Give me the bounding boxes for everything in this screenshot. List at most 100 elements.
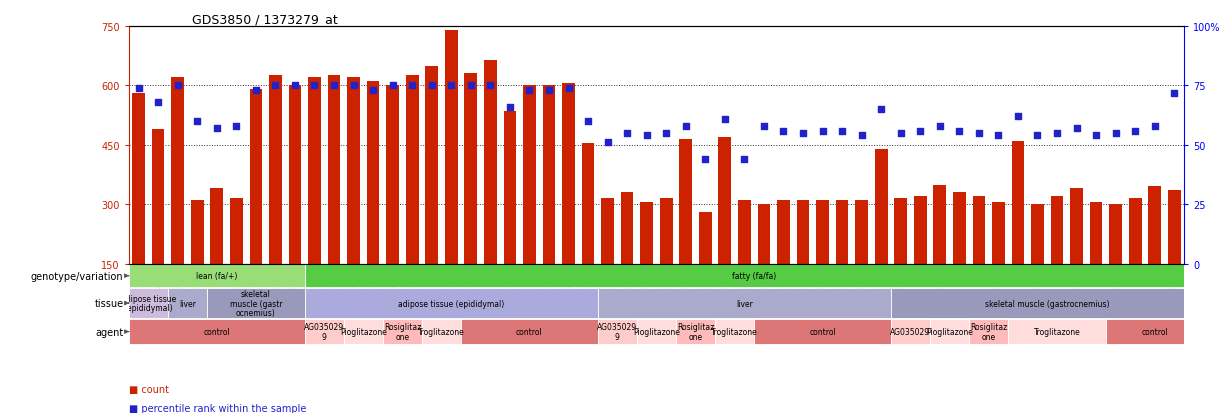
Point bbox=[696, 157, 715, 163]
Point bbox=[871, 107, 891, 113]
Point bbox=[539, 88, 558, 94]
Bar bbox=[383, 319, 422, 344]
Point bbox=[1164, 90, 1184, 97]
Point bbox=[227, 123, 247, 130]
Bar bbox=[269, 76, 282, 264]
Text: Pioglitazone: Pioglitazone bbox=[926, 328, 973, 336]
Bar bbox=[598, 319, 637, 344]
Bar bbox=[796, 201, 810, 264]
Point bbox=[1145, 123, 1164, 130]
Bar bbox=[426, 66, 438, 264]
Point bbox=[1028, 133, 1048, 139]
Bar bbox=[719, 138, 731, 264]
Bar bbox=[1009, 319, 1106, 344]
Point bbox=[324, 83, 344, 90]
Point bbox=[402, 83, 422, 90]
Point bbox=[832, 128, 852, 135]
Point bbox=[812, 128, 832, 135]
Bar bbox=[973, 197, 985, 264]
Text: skeletal muscle (gastrocnemius): skeletal muscle (gastrocnemius) bbox=[985, 299, 1109, 308]
Bar bbox=[387, 86, 399, 264]
Bar bbox=[129, 319, 304, 344]
Point bbox=[168, 83, 188, 90]
Point bbox=[1106, 131, 1125, 137]
Bar bbox=[406, 76, 418, 264]
Point bbox=[930, 123, 950, 130]
Point bbox=[344, 83, 363, 90]
Point bbox=[129, 85, 148, 92]
Bar bbox=[598, 289, 891, 318]
Point bbox=[1009, 114, 1028, 120]
Point bbox=[656, 131, 676, 137]
Text: lean (fa/+): lean (fa/+) bbox=[196, 271, 238, 280]
Bar bbox=[891, 289, 1204, 318]
Point bbox=[558, 85, 578, 92]
Point bbox=[578, 119, 598, 125]
Text: ■ percentile rank within the sample: ■ percentile rank within the sample bbox=[129, 403, 307, 413]
Point bbox=[461, 83, 481, 90]
Text: Pioglitazone: Pioglitazone bbox=[340, 328, 387, 336]
Text: control: control bbox=[1141, 328, 1168, 336]
Point bbox=[617, 131, 637, 137]
Text: control: control bbox=[809, 328, 836, 336]
Point bbox=[1066, 126, 1086, 132]
Bar bbox=[367, 82, 379, 264]
Bar bbox=[1050, 197, 1064, 264]
Bar bbox=[191, 201, 204, 264]
Point bbox=[715, 116, 735, 123]
Bar bbox=[993, 203, 1005, 264]
Text: liver: liver bbox=[736, 299, 753, 308]
Bar bbox=[875, 150, 887, 264]
Text: Troglitazone: Troglitazone bbox=[418, 328, 465, 336]
Text: fatty (fa/fa): fatty (fa/fa) bbox=[733, 271, 777, 280]
Text: tissue: tissue bbox=[94, 298, 124, 309]
Point bbox=[1125, 128, 1145, 135]
Point bbox=[676, 123, 696, 130]
Bar bbox=[129, 289, 168, 318]
Bar bbox=[640, 203, 653, 264]
Bar bbox=[621, 193, 633, 264]
Point bbox=[637, 133, 656, 139]
Bar bbox=[249, 90, 263, 264]
Bar bbox=[1090, 203, 1103, 264]
Text: GDS3850 / 1373279_at: GDS3850 / 1373279_at bbox=[193, 13, 337, 26]
Text: agent: agent bbox=[96, 327, 124, 337]
Bar bbox=[1031, 205, 1044, 264]
Point bbox=[422, 83, 442, 90]
Point bbox=[969, 131, 989, 137]
Bar bbox=[601, 199, 614, 264]
Point bbox=[1047, 131, 1066, 137]
Text: Troglitazone: Troglitazone bbox=[1033, 328, 1081, 336]
Bar bbox=[422, 319, 461, 344]
Bar bbox=[836, 201, 848, 264]
Text: ■ count: ■ count bbox=[129, 384, 169, 394]
Point bbox=[989, 133, 1009, 139]
Bar bbox=[523, 86, 536, 264]
Bar bbox=[503, 112, 517, 264]
Point bbox=[148, 100, 168, 106]
Bar bbox=[699, 213, 712, 264]
Bar bbox=[304, 319, 344, 344]
Point bbox=[1086, 133, 1106, 139]
Bar bbox=[1106, 319, 1204, 344]
Bar bbox=[445, 31, 458, 264]
Bar bbox=[637, 319, 676, 344]
Point bbox=[519, 88, 539, 94]
Point bbox=[774, 128, 794, 135]
Bar bbox=[129, 265, 304, 287]
Bar bbox=[1168, 191, 1180, 264]
Point bbox=[442, 83, 461, 90]
Bar bbox=[934, 185, 946, 264]
Point bbox=[735, 157, 755, 163]
Bar bbox=[168, 289, 207, 318]
Point bbox=[598, 140, 617, 147]
Text: skeletal
muscle (gastr
ocnemius): skeletal muscle (gastr ocnemius) bbox=[229, 289, 282, 318]
Bar bbox=[1011, 142, 1025, 264]
Bar bbox=[930, 319, 969, 344]
Bar bbox=[344, 319, 383, 344]
Point bbox=[852, 133, 871, 139]
Point bbox=[247, 88, 266, 94]
Point bbox=[265, 83, 285, 90]
Point bbox=[950, 128, 969, 135]
Point bbox=[304, 83, 324, 90]
